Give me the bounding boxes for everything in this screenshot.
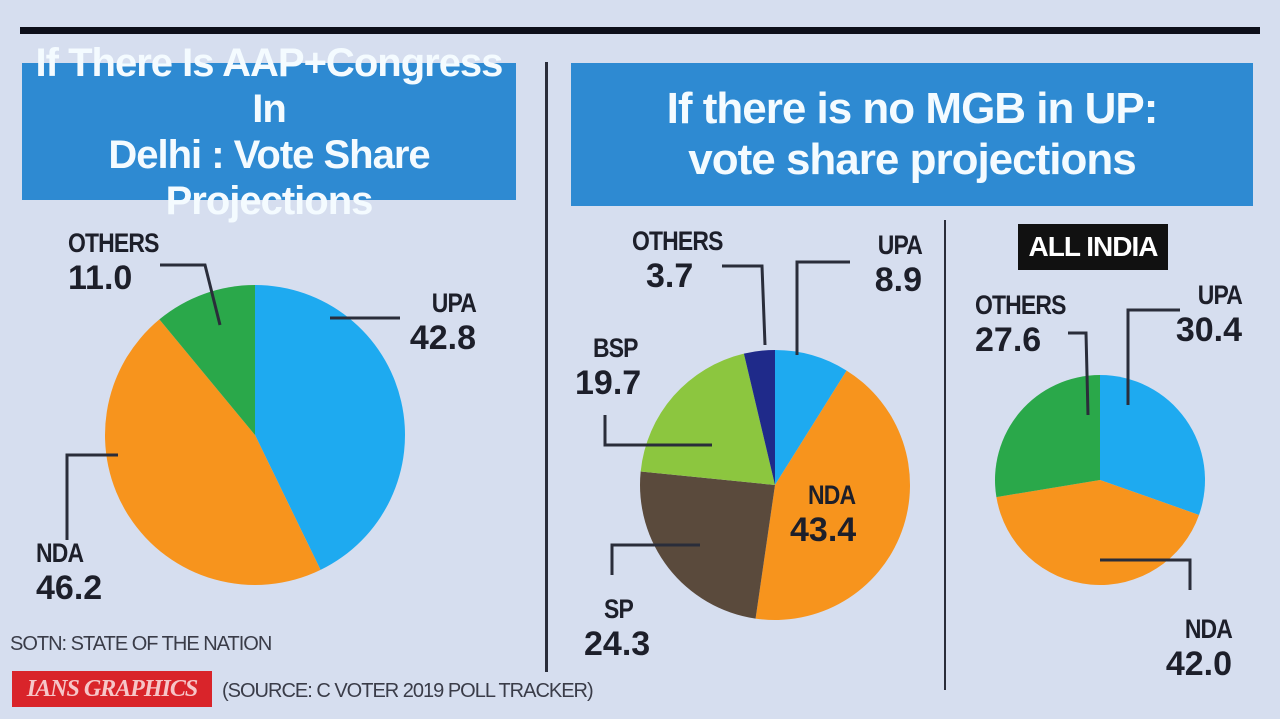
up-sp-label: SP 24.3 bbox=[584, 594, 651, 663]
pie-slice bbox=[743, 350, 775, 485]
abbreviation-note: SOTN: STATE OF THE NATION bbox=[10, 633, 272, 655]
up-others-label: OTHERS 3.7 bbox=[632, 226, 723, 295]
pie-slice bbox=[1100, 375, 1205, 515]
pie-slice bbox=[105, 319, 321, 585]
allindia-nda-label: NDA 42.0 bbox=[1165, 614, 1233, 683]
pie-slice bbox=[775, 350, 847, 485]
all-india-pie bbox=[995, 375, 1205, 586]
delhi-chart-title: If There Is AAP+Congress In Delhi : Vote… bbox=[22, 41, 516, 223]
leader-lines bbox=[65, 260, 1192, 590]
up-pie bbox=[640, 350, 910, 620]
up-upa-label: UPA 8.9 bbox=[874, 230, 923, 299]
up-bsp-label: BSP 19.7 bbox=[575, 333, 642, 402]
pie-slice bbox=[755, 370, 910, 620]
delhi-upa-label: UPA 42.8 bbox=[409, 288, 477, 357]
pie-slice bbox=[640, 471, 775, 619]
delhi-title-line2: Delhi : Vote Share Projections bbox=[108, 132, 430, 223]
allindia-upa-label: UPA 30.4 bbox=[1175, 280, 1243, 349]
source-note: (SOURCE: C VOTER 2019 POLL TRACKER) bbox=[222, 680, 594, 702]
delhi-pie bbox=[105, 285, 405, 585]
ians-graphics-logo: IANS GRAPHICS bbox=[12, 671, 212, 707]
up-title-line1: If there is no MGB in UP: bbox=[666, 83, 1159, 133]
panel-divider bbox=[545, 62, 548, 672]
top-rule bbox=[20, 27, 1260, 34]
delhi-others-label: OTHERS 11.0 bbox=[68, 228, 159, 297]
pie-slice bbox=[640, 353, 775, 485]
subpanel-divider bbox=[944, 220, 946, 690]
delhi-title-line1: If There Is AAP+Congress In bbox=[35, 40, 504, 131]
delhi-nda-label: NDA 46.2 bbox=[36, 538, 103, 607]
up-chart-title: If there is no MGB in UP: vote share pro… bbox=[571, 63, 1253, 206]
allindia-others-label: OTHERS 27.6 bbox=[975, 290, 1066, 359]
pie-slice bbox=[159, 285, 255, 435]
up-nda-label: NDA 43.4 bbox=[790, 480, 857, 549]
up-title-line2: vote share projections bbox=[688, 134, 1136, 184]
pie-slice bbox=[255, 285, 405, 570]
pie-slice bbox=[995, 375, 1100, 498]
all-india-badge: ALL INDIA bbox=[1018, 224, 1168, 270]
